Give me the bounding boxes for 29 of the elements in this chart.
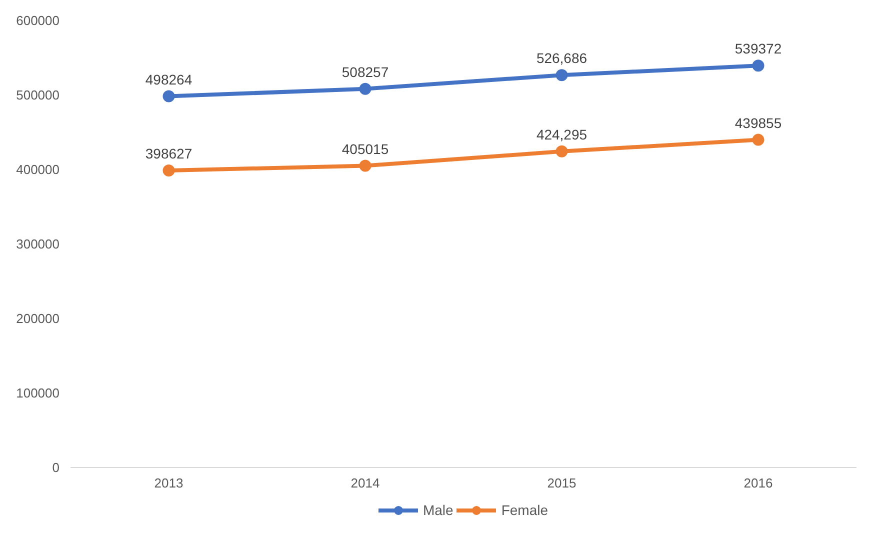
data-label: 539372 <box>734 40 782 57</box>
y-tick-label: 200000 <box>16 311 60 326</box>
data-label: 424,295 <box>536 126 588 142</box>
point <box>556 145 568 158</box>
y-tick-label: 0 <box>52 460 60 475</box>
data-label: 526,686 <box>536 50 588 66</box>
x-tick-label: 2014 <box>350 476 380 490</box>
x-tick-label: 2016 <box>744 476 773 490</box>
y-tick-label: 400000 <box>16 162 60 177</box>
data-label: 508257 <box>342 64 389 80</box>
point <box>752 60 764 72</box>
legend-label: Male <box>422 502 454 518</box>
point <box>556 69 568 82</box>
x-tick-label: 2013 <box>154 476 184 490</box>
point <box>359 82 372 95</box>
data-label: 405015 <box>342 140 389 157</box>
point <box>359 160 372 172</box>
point <box>752 134 764 146</box>
y-tick-label: 100000 <box>16 386 60 400</box>
x-tick-label: 2015 <box>547 476 576 490</box>
y-tick-label: 600000 <box>16 13 60 28</box>
data-label: 439855 <box>734 114 782 131</box>
data-label: 398627 <box>145 146 192 162</box>
legend-label: Female <box>501 502 548 518</box>
point <box>162 164 175 177</box>
y-tick-label: 300000 <box>16 236 60 252</box>
y-tick-label: 500000 <box>16 88 60 102</box>
point <box>162 90 175 102</box>
data-label: 498264 <box>145 71 192 88</box>
